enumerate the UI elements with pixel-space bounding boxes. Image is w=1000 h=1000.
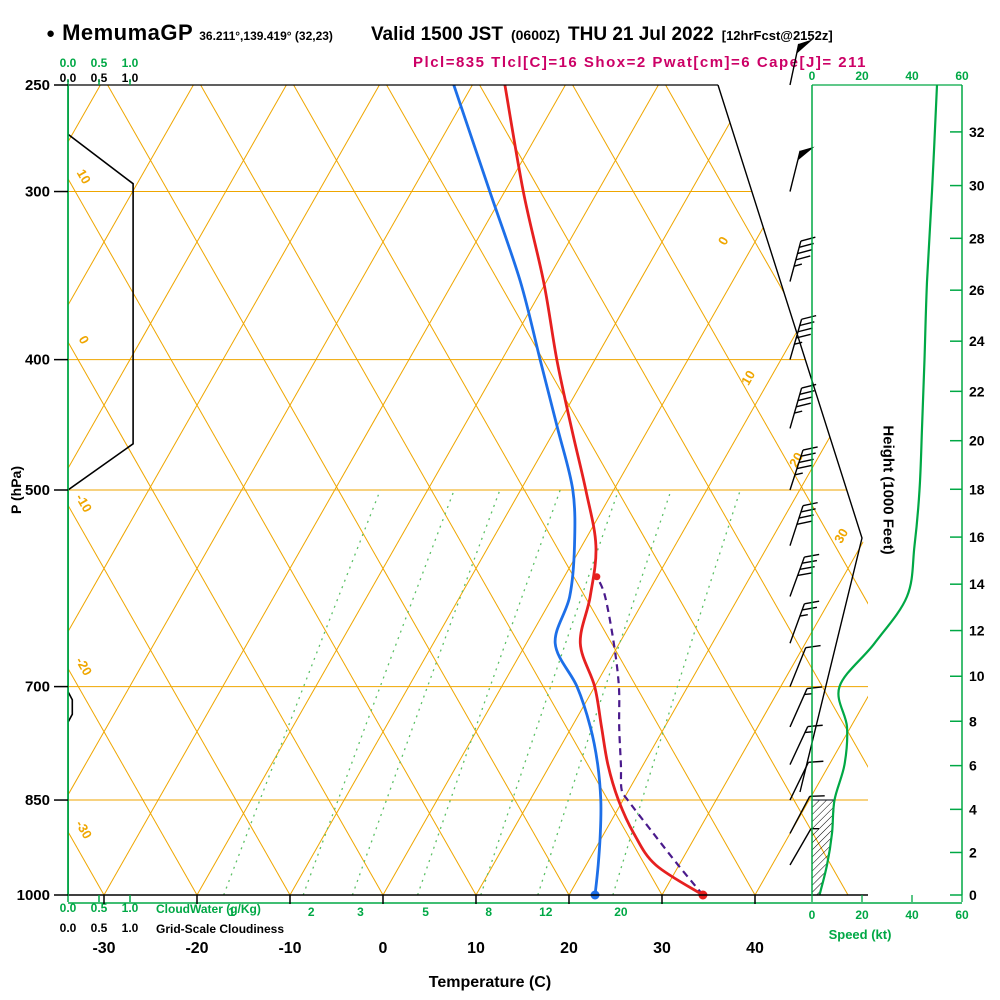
svg-text:10: 10 [738,368,758,388]
svg-text:-10: -10 [278,940,301,957]
svg-text:-30: -30 [92,940,115,957]
svg-text:-30: -30 [73,818,95,842]
svg-text:60: 60 [955,69,969,83]
svg-text:3: 3 [357,905,364,919]
cloudiness-scale-bottom-0: 0.0 [59,921,77,935]
adiabat-gridlines [68,85,868,895]
mixing-ratio-lines [223,489,741,895]
cloudwater-scale-05: 0.5 [90,56,108,70]
svg-text:20: 20 [855,69,869,83]
svg-text:700: 700 [25,679,50,696]
dewpoint-curve [452,85,603,895]
forecast-tag: [12hrFcst@2152z] [721,28,833,43]
mixing-ratio-labels: 1 2 3 5 8 12 20 [228,905,628,919]
cloudiness-scale-0: 0.0 [59,71,77,85]
speed-axis-label: Speed (kt) [828,927,892,942]
isobar-gridlines [68,85,868,895]
svg-text:60: 60 [955,908,969,922]
temperature-axis-label: Temperature (C) [428,974,552,991]
temperature-curve [503,85,705,895]
svg-text:0: 0 [809,69,816,83]
cloudwater-scale-bottom-0: 0.0 [59,901,77,915]
boundary-line [717,84,863,793]
svg-text:2: 2 [308,905,315,919]
cloudiness-axis-label: Grid-Scale Cloudiness [156,922,285,936]
svg-text:8: 8 [485,905,492,919]
svg-text:20: 20 [855,908,869,922]
svg-text:10: 10 [467,940,485,957]
svg-text:6: 6 [969,758,977,774]
cloudiness-scale-bottom-05: 0.5 [90,921,108,935]
station-bullet-icon: ● [46,25,56,42]
svg-text:500: 500 [25,482,50,499]
svg-text:0: 0 [379,940,388,957]
cloudwater-axis-label: CloudWater (g/Kg) [156,902,261,916]
svg-text:0: 0 [969,887,977,903]
svg-text:28: 28 [969,230,985,246]
svg-text:22: 22 [969,383,985,399]
cloudwater-scale-bottom-1: 1.0 [121,901,139,915]
svg-text:26: 26 [969,282,985,298]
svg-text:30: 30 [969,178,985,194]
parcel-curve [595,576,704,895]
svg-text:-10: -10 [73,491,95,515]
valid-date: THU 21 Jul 2022 [568,24,714,45]
svg-text:14: 14 [969,576,985,592]
svg-text:2: 2 [969,844,977,860]
svg-text:1000: 1000 [17,887,50,904]
svg-text:300: 300 [25,184,50,201]
svg-text:4: 4 [969,801,977,817]
svg-text:-20: -20 [185,940,208,957]
station-name: MemumaGP [62,20,194,45]
svg-text:1: 1 [228,905,235,919]
svg-text:30: 30 [831,526,851,546]
cloudiness-curve [68,85,134,895]
cloudwater-scale-bottom-05: 0.5 [90,901,108,915]
svg-text:24: 24 [969,333,985,349]
svg-text:18: 18 [969,481,985,497]
svg-text:-20: -20 [73,654,95,678]
cloudwater-scale-0: 0.0 [59,56,77,70]
svg-text:20: 20 [969,433,985,449]
svg-text:10: 10 [74,166,94,186]
speed-curve [818,84,939,896]
sounding-indices: Plcl=835 Tlcl[C]=16 Shox=2 Pwat[cm]=6 Ca… [413,54,867,71]
svg-text:40: 40 [905,908,919,922]
svg-text:40: 40 [746,940,764,957]
svg-text:32: 32 [969,124,985,140]
svg-text:8: 8 [969,713,977,729]
svg-text:16: 16 [969,529,985,545]
svg-text:30: 30 [653,940,671,957]
chart-header: ● MemumaGP 36.211°,139.419° (32,23) Vali… [46,20,833,46]
cloudiness-scale-bottom-1: 1.0 [121,921,139,935]
svg-text:20: 20 [614,905,628,919]
cloudiness-scale-1: 1.0 [121,71,139,85]
svg-text:40: 40 [905,69,919,83]
svg-text:400: 400 [25,352,50,369]
svg-text:10: 10 [969,668,985,684]
svg-text:250: 250 [25,77,50,94]
svg-text:850: 850 [25,792,50,809]
svg-text:0: 0 [76,333,93,347]
svg-text:5: 5 [422,905,429,919]
svg-text:0: 0 [809,908,816,922]
valid-time-utc: (0600Z) [510,27,560,43]
svg-text:0: 0 [715,234,732,248]
svg-text:20: 20 [560,940,578,957]
sounding-markers [590,573,708,900]
valid-time: Valid 1500 JST [370,24,503,45]
cloudiness-scale-05: 0.5 [90,71,108,85]
svg-text:12: 12 [539,905,553,919]
svg-text:12: 12 [969,623,985,639]
station-coordinates: 36.211°,139.419° (32,23) [199,29,333,43]
cloudwater-scale-1: 1.0 [121,56,139,70]
